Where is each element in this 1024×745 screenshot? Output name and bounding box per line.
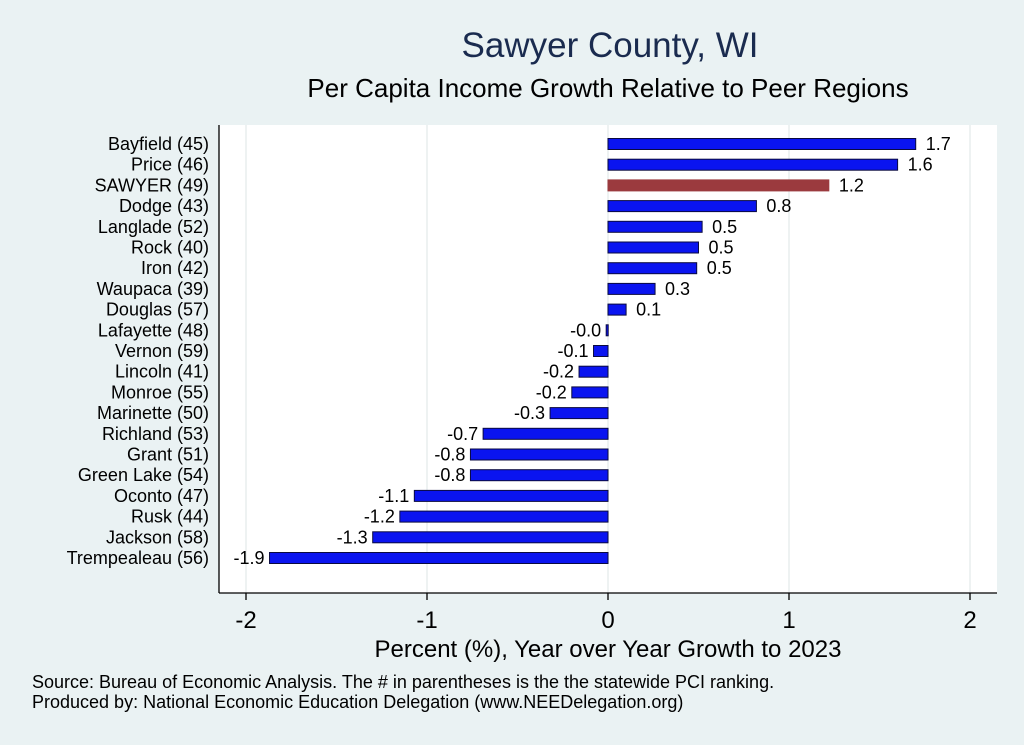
category-label: Rusk (44) [131, 507, 209, 527]
value-label: 1.7 [926, 134, 951, 154]
category-label: Douglas (57) [106, 300, 209, 320]
bar [607, 303, 627, 316]
bar [399, 510, 609, 523]
bar [607, 262, 698, 275]
bars [269, 138, 917, 564]
category-label: Lafayette (48) [98, 320, 209, 340]
value-label: -0.8 [434, 445, 465, 465]
category-label: Langlade (52) [98, 217, 209, 237]
bar [593, 345, 609, 357]
value-label: 1.6 [908, 155, 933, 175]
bar [549, 407, 609, 420]
value-label: 0.5 [707, 258, 732, 278]
bar [482, 427, 609, 440]
value-label: 0.1 [636, 300, 661, 320]
bar [413, 489, 609, 502]
category-label: Green Lake (54) [78, 465, 209, 485]
bar [469, 448, 609, 461]
value-label: 0.3 [665, 279, 690, 299]
value-label: -0.3 [514, 403, 545, 423]
category-label: Lincoln (41) [115, 362, 209, 382]
value-label: -0.1 [557, 341, 588, 361]
bar [469, 469, 609, 482]
category-label: Marinette (50) [97, 403, 209, 423]
value-label: -0.7 [447, 424, 478, 444]
category-label: SAWYER (49) [95, 175, 209, 195]
value-label: 0.8 [766, 196, 791, 216]
category-label: Vernon (59) [115, 341, 209, 361]
bar [607, 179, 830, 192]
value-label: 0.5 [709, 238, 734, 258]
producer-note: Produced by: National Economic Education… [32, 692, 684, 712]
category-label: Bayfield (45) [108, 134, 209, 154]
category-label: Richland (53) [102, 424, 209, 444]
category-label: Jackson (58) [106, 527, 209, 547]
value-label: -1.3 [337, 527, 368, 547]
bar [372, 531, 609, 544]
bar [607, 241, 699, 254]
chart-title: Sawyer County, WI [461, 26, 759, 65]
bar [607, 138, 917, 150]
value-label: -1.9 [233, 548, 264, 568]
category-label: Monroe (55) [111, 382, 209, 402]
category-label: Oconto (47) [114, 486, 209, 506]
category-label: Rock (40) [131, 238, 209, 258]
chart-subtitle: Per Capita Income Growth Relative to Pee… [307, 73, 909, 103]
value-label: 1.2 [839, 175, 864, 195]
x-tick-label: 2 [963, 607, 976, 634]
category-label: Price (46) [131, 155, 209, 175]
value-label: -1.2 [364, 507, 395, 527]
category-label: Trempealeau (56) [67, 548, 209, 568]
x-axis-title: Percent (%), Year over Year Growth to 20… [375, 636, 842, 663]
source-note: Source: Bureau of Economic Analysis. The… [32, 672, 775, 692]
x-tick-label: 0 [601, 607, 614, 634]
bar [607, 158, 899, 171]
value-label: -1.1 [378, 486, 409, 506]
bar [607, 220, 703, 233]
category-label: Grant (51) [127, 445, 209, 465]
bar [605, 324, 609, 337]
value-label: 0.5 [712, 217, 737, 237]
bar [269, 552, 609, 564]
bar [607, 282, 656, 295]
x-tick-label: -2 [235, 607, 256, 634]
x-tick-label: 1 [782, 607, 795, 634]
bar [571, 386, 609, 399]
category-label: Waupaca (39) [97, 279, 209, 299]
category-label: Iron (42) [141, 258, 209, 278]
category-label: Dodge (43) [119, 196, 209, 216]
value-label: -0.0 [570, 320, 601, 340]
value-label: -0.2 [536, 382, 567, 402]
x-tick-label: -1 [416, 607, 437, 634]
value-label: -0.8 [434, 465, 465, 485]
labels: Bayfield (45) 1.7 Price (46) 1.6 SAWYER (49)… [67, 134, 977, 663]
bar [578, 365, 609, 378]
bar [607, 200, 757, 213]
axes [218, 125, 997, 600]
value-label: -0.2 [543, 362, 574, 382]
